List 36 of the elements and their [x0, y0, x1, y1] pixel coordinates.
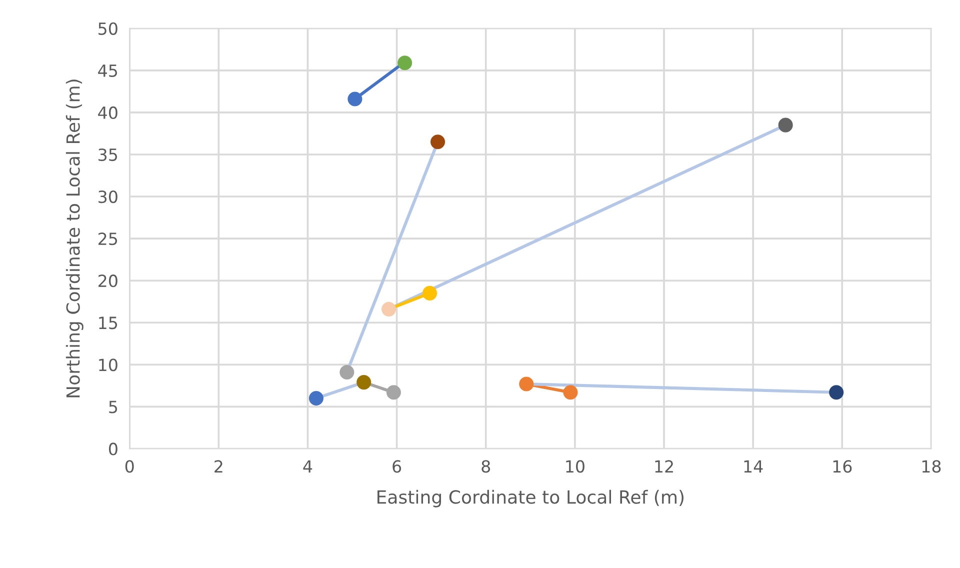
x-tick-label: 14: [744, 460, 763, 472]
y-tick-label: 0: [108, 442, 118, 456]
point: [398, 56, 412, 70]
point: [519, 376, 534, 392]
y-tick-label: 40: [98, 106, 118, 120]
point: [308, 391, 324, 406]
x-tick-label: 4: [303, 460, 312, 472]
x-axis-title: Easting Cordinate to Local Ref (m): [378, 490, 684, 508]
x-tick-label: 8: [482, 460, 490, 473]
point: [563, 385, 578, 400]
x-tick-label: 0: [125, 460, 134, 473]
point: [356, 375, 372, 390]
x-tick-label: 16: [833, 460, 852, 473]
x-tick-label: 10: [566, 460, 584, 473]
point: [778, 118, 793, 132]
y-tick-label: 10: [99, 358, 118, 372]
y-tick-label: 25: [98, 232, 118, 246]
y-axis-title: Northing Cordinate to Local Ref (m): [66, 80, 84, 398]
y-tick-label: 30: [98, 190, 118, 204]
point: [382, 302, 396, 316]
x-tick-label: 6: [392, 460, 402, 473]
y-tick-label: 5: [109, 400, 118, 414]
x-tick-label: 18: [922, 460, 941, 473]
y-tick-label: 45: [98, 64, 118, 77]
point: [829, 385, 844, 400]
y-tick-label: 20: [98, 274, 118, 288]
y-tick-label: 15: [99, 316, 118, 330]
point: [422, 286, 438, 300]
x-tick-label: 2: [214, 460, 222, 472]
point: [348, 92, 362, 106]
y-tick-label: 50: [98, 22, 118, 35]
point: [386, 385, 401, 400]
point: [340, 364, 354, 380]
point: [430, 134, 446, 150]
x-tick-label: 12: [655, 460, 673, 472]
y-tick-label: 35: [98, 148, 118, 162]
